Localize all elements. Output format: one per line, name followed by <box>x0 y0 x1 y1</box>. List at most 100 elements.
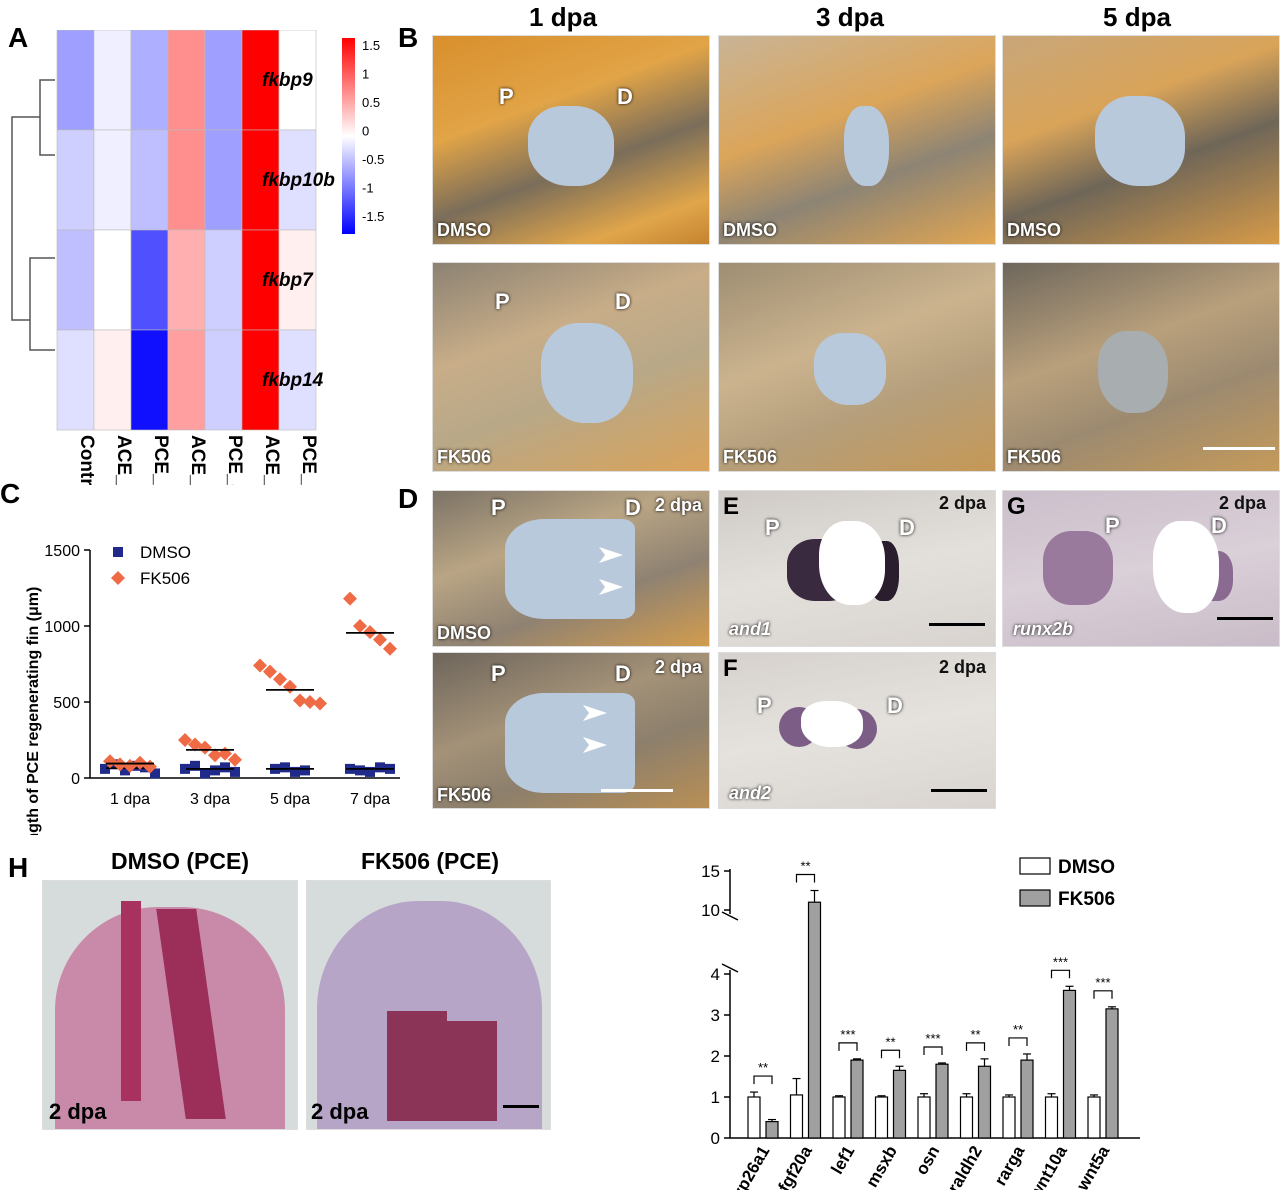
histology-title-fk506: FK506 (PCE) <box>360 848 500 874</box>
bar-fk506 <box>807 901 822 1139</box>
legend-marker <box>113 547 123 557</box>
photo-d-fk506: P D 2 dpa FK506 <box>432 652 710 809</box>
heatmap-cell <box>241 329 280 431</box>
fin-wound <box>814 333 886 405</box>
y-tick-label: 0 <box>71 771 80 788</box>
data-point-dmso <box>300 765 310 776</box>
scale-bar <box>1203 447 1275 450</box>
data-point-dmso <box>210 765 220 776</box>
bone-ray <box>447 1021 497 1121</box>
heatmap-cell <box>167 329 206 431</box>
scatter-chart: 0 500 1000 1500 1 dpa 3 dpa 5 dpa 7 dpa Length o… <box>25 543 400 835</box>
heatmap-cell <box>278 129 317 231</box>
bar-dmso <box>747 1096 761 1139</box>
distal-marker: D <box>617 84 633 109</box>
heatmap-colorbar <box>342 38 355 234</box>
panel-label-d: D <box>398 483 419 514</box>
fin-wound <box>819 521 885 605</box>
arrowhead-icon <box>599 547 623 595</box>
heatmap-condition-label: ACE_48h <box>187 435 208 485</box>
data-point-fk506 <box>208 748 222 763</box>
fin-wound <box>1098 331 1168 413</box>
scale-bar <box>601 789 673 792</box>
y-tick-label: 10 <box>701 901 720 920</box>
heatmap-cell <box>204 129 243 231</box>
x-tick-label: osn <box>912 1143 944 1179</box>
treatment-label: FK506 <box>437 785 492 805</box>
data-point-fk506 <box>373 632 387 647</box>
panel-label-e: E <box>723 493 740 520</box>
heatmap-cell <box>56 129 95 231</box>
panel-label-c: C <box>0 478 21 509</box>
significance-label: ** <box>758 1060 768 1075</box>
treatment-label: FK506 <box>1007 447 1062 467</box>
heatmap-cell <box>204 229 243 331</box>
proximal-marker: P <box>1105 513 1120 538</box>
data-point-fk506 <box>253 658 267 673</box>
heatmap-legend-tick: -1 <box>362 181 374 196</box>
photo-b-dmso-1dpa: P D DMSO <box>432 35 710 245</box>
significance-bracket <box>753 1075 773 1085</box>
bar-dmso <box>874 1096 889 1139</box>
significance-bracket <box>1050 969 1071 979</box>
data-point-fk506 <box>198 740 212 755</box>
heatmap-dendrogram <box>11 79 55 351</box>
proximal-marker: P <box>495 289 510 314</box>
col-header-1dpa: 1 dpa <box>529 2 597 32</box>
treatment-label: DMSO <box>1007 220 1061 240</box>
heatmap-condition-label: ACE_72h <box>261 435 282 485</box>
gene-label: and2 <box>729 783 772 803</box>
heatmap-legend-tick: 1 <box>362 67 369 82</box>
heatmap-cell <box>167 129 206 231</box>
dpa-label: 2 dpa <box>655 657 703 677</box>
axis-break <box>721 963 739 973</box>
treatment-label: FK506 <box>723 447 778 467</box>
heatmap-cell <box>93 229 132 331</box>
data-point-dmso <box>100 763 110 774</box>
data-point-fk506 <box>263 664 277 679</box>
fin-wound <box>541 323 633 423</box>
bar-fk506 <box>765 1121 779 1139</box>
fin-wound <box>844 106 889 186</box>
heatmap-cell <box>56 30 95 131</box>
heatmap-legend-tick: 0 <box>362 124 369 139</box>
bar-dmso <box>1044 1096 1059 1139</box>
panel-label-g: G <box>1007 493 1026 520</box>
dpa-label: 2 dpa <box>939 493 987 513</box>
fin-wound <box>801 701 863 747</box>
heatmap-condition-label: ACE_24h <box>113 435 134 485</box>
x-tick-label: wnt10a <box>1025 1142 1071 1190</box>
photo-g-runx2b: G P D 2 dpa runx2b <box>1002 490 1280 647</box>
data-point-dmso <box>280 762 290 773</box>
y-tick-label: 1500 <box>44 543 80 560</box>
heatmap-cell <box>56 329 95 431</box>
significance-label: *** <box>840 1027 855 1042</box>
heatmap-cells <box>56 30 317 431</box>
gene-label: and1 <box>729 619 772 639</box>
heatmap-cell <box>56 229 95 331</box>
fin-wound <box>1095 96 1185 186</box>
legend-label: DMSO <box>140 543 191 562</box>
heatmap-condition-label: PCE_72h <box>298 435 319 485</box>
heatmap-cell <box>241 30 280 131</box>
data-point-dmso <box>290 766 300 777</box>
data-point-fk506 <box>293 693 307 708</box>
data-point-dmso <box>120 765 130 776</box>
heatmap-cell <box>130 129 169 231</box>
distal-marker: D <box>615 661 631 686</box>
significance-label: ** <box>800 859 810 874</box>
data-point-fk506 <box>143 759 157 774</box>
bar-fk506 <box>977 1065 992 1139</box>
heatmap-gene-label: fkbp7 <box>262 270 314 291</box>
heatmap-condition-labels: Control ACE_24h PCE_24h ACE_48h PCE_48h ACE_7… <box>76 435 319 485</box>
heatmap-cell <box>93 129 132 231</box>
heatmap-condition-label: PCE_48h <box>224 435 245 485</box>
data-point-fk506 <box>178 733 192 747</box>
bar-fk506 <box>1105 1008 1119 1139</box>
x-tick-label: 7 dpa <box>350 791 390 808</box>
y-axis-label: Length of PCE regenerating fin (μm) <box>25 587 42 835</box>
bar-dmso <box>1002 1096 1016 1139</box>
heatmap-legend-tick: -0.5 <box>362 152 384 167</box>
data-point-fk506 <box>383 641 397 656</box>
heatmap-legend-tick: 1.5 <box>362 38 380 53</box>
